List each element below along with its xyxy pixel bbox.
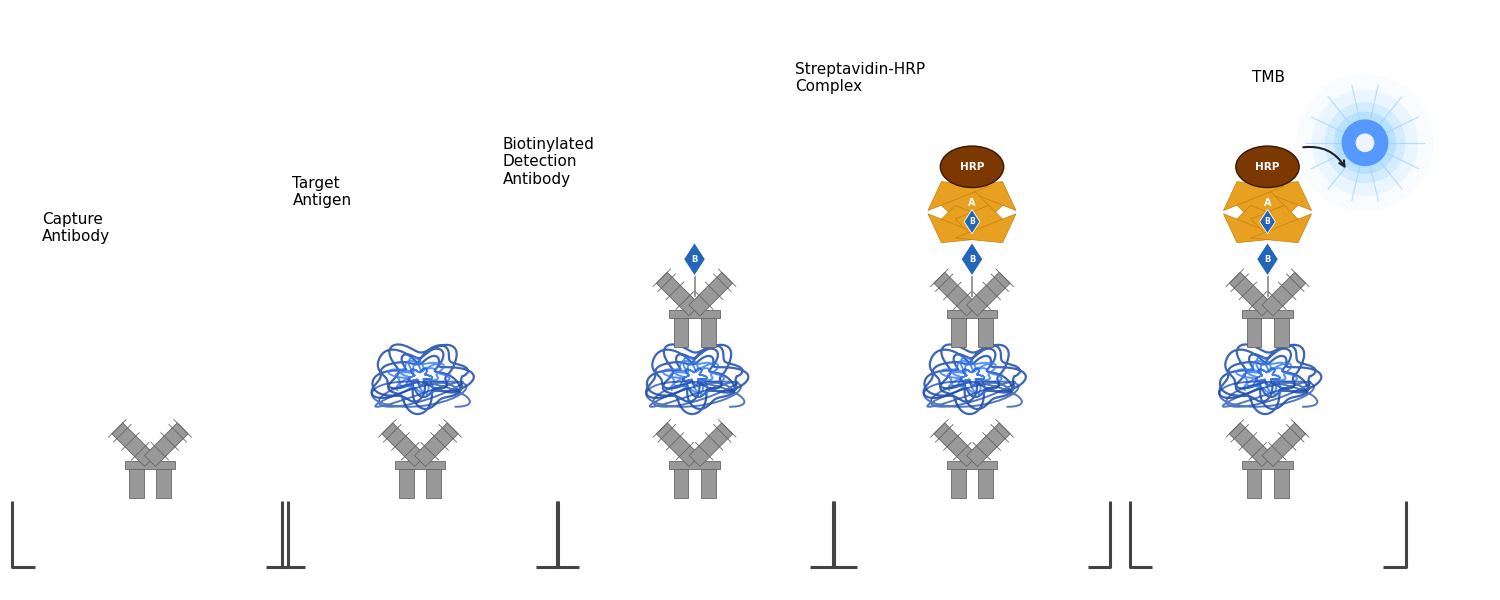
Polygon shape xyxy=(669,461,720,469)
Polygon shape xyxy=(1246,469,1262,498)
Polygon shape xyxy=(951,318,966,347)
Polygon shape xyxy=(1251,205,1300,236)
Polygon shape xyxy=(414,423,458,466)
Text: A: A xyxy=(969,197,975,208)
Ellipse shape xyxy=(1341,119,1389,166)
Ellipse shape xyxy=(1324,102,1406,184)
Polygon shape xyxy=(934,272,978,316)
Polygon shape xyxy=(956,205,1005,236)
Polygon shape xyxy=(964,209,980,234)
Ellipse shape xyxy=(1236,146,1299,188)
Polygon shape xyxy=(934,423,978,466)
Text: HRP: HRP xyxy=(960,162,984,172)
Polygon shape xyxy=(966,423,1010,466)
Polygon shape xyxy=(1242,461,1293,469)
Polygon shape xyxy=(1262,423,1305,466)
Polygon shape xyxy=(426,469,441,498)
Polygon shape xyxy=(956,182,1016,211)
Polygon shape xyxy=(1262,272,1305,316)
Polygon shape xyxy=(1230,272,1274,316)
Text: Streptavidin-HRP
Complex: Streptavidin-HRP Complex xyxy=(795,62,926,94)
Polygon shape xyxy=(1224,182,1284,211)
Polygon shape xyxy=(657,272,700,316)
Polygon shape xyxy=(700,469,715,498)
Text: Target
Antigen: Target Antigen xyxy=(292,176,351,208)
Polygon shape xyxy=(674,318,688,347)
Text: B: B xyxy=(969,254,975,263)
Polygon shape xyxy=(978,318,993,347)
Polygon shape xyxy=(684,242,705,276)
Polygon shape xyxy=(962,242,982,276)
Polygon shape xyxy=(688,272,732,316)
Polygon shape xyxy=(112,423,156,466)
Polygon shape xyxy=(956,214,1016,243)
Polygon shape xyxy=(669,310,720,318)
Ellipse shape xyxy=(1312,90,1418,196)
Polygon shape xyxy=(124,461,176,469)
Polygon shape xyxy=(939,205,988,236)
Polygon shape xyxy=(394,461,445,469)
Polygon shape xyxy=(688,423,732,466)
Polygon shape xyxy=(657,423,700,466)
Polygon shape xyxy=(1234,205,1284,236)
Polygon shape xyxy=(700,318,715,347)
Polygon shape xyxy=(1274,318,1288,347)
Polygon shape xyxy=(382,423,426,466)
Polygon shape xyxy=(156,469,171,498)
Polygon shape xyxy=(1251,182,1311,211)
Text: A: A xyxy=(1263,197,1270,208)
Ellipse shape xyxy=(1334,112,1396,174)
Ellipse shape xyxy=(1356,133,1374,152)
Polygon shape xyxy=(129,469,144,498)
Polygon shape xyxy=(946,461,998,469)
Polygon shape xyxy=(1224,214,1284,243)
Text: HRP: HRP xyxy=(1256,162,1280,172)
Text: Biotinylated
Detection
Antibody: Biotinylated Detection Antibody xyxy=(503,137,594,187)
Polygon shape xyxy=(956,188,1005,219)
Ellipse shape xyxy=(940,146,1004,188)
Polygon shape xyxy=(1260,209,1275,234)
Text: B: B xyxy=(1264,217,1270,226)
Polygon shape xyxy=(1242,310,1293,318)
Polygon shape xyxy=(978,469,993,498)
Polygon shape xyxy=(144,423,188,466)
Text: B: B xyxy=(969,217,975,226)
Polygon shape xyxy=(939,188,988,219)
Polygon shape xyxy=(1251,188,1300,219)
Text: B: B xyxy=(1264,254,1270,263)
Polygon shape xyxy=(951,469,966,498)
Polygon shape xyxy=(1234,188,1284,219)
Polygon shape xyxy=(1274,469,1288,498)
Polygon shape xyxy=(928,182,988,211)
Polygon shape xyxy=(1230,423,1274,466)
Text: Capture
Antibody: Capture Antibody xyxy=(42,212,110,244)
Ellipse shape xyxy=(1296,74,1434,211)
Polygon shape xyxy=(946,310,998,318)
Polygon shape xyxy=(966,272,1010,316)
Polygon shape xyxy=(1246,318,1262,347)
Text: TMB: TMB xyxy=(1252,70,1286,85)
Polygon shape xyxy=(674,469,688,498)
Text: B: B xyxy=(692,254,698,263)
Polygon shape xyxy=(399,469,414,498)
Polygon shape xyxy=(1257,242,1278,276)
Polygon shape xyxy=(1251,214,1311,243)
Polygon shape xyxy=(928,214,988,243)
